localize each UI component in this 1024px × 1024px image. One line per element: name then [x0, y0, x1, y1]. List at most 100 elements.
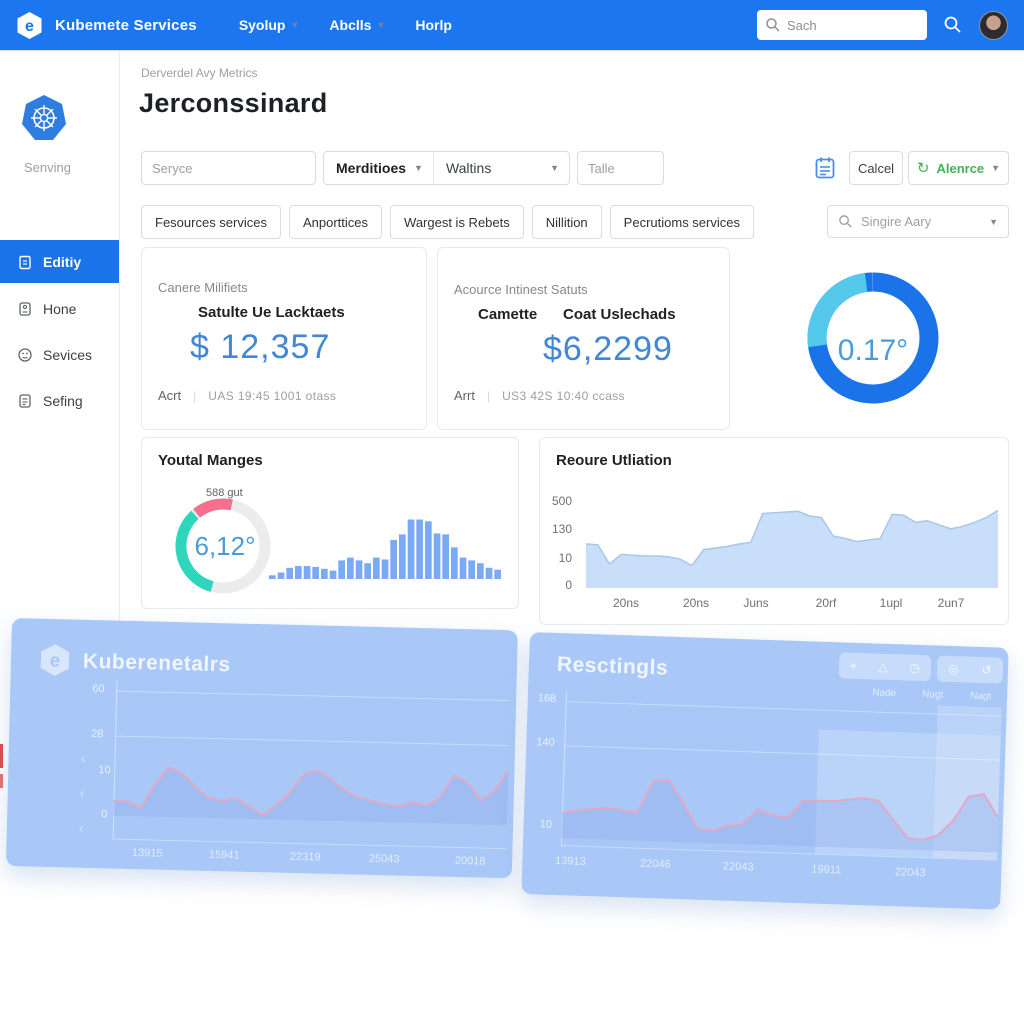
donut-card: 0.17°	[742, 247, 1009, 430]
x-tick: 1upl	[879, 596, 903, 610]
badge-icon	[19, 302, 31, 316]
y-tick: 60	[92, 682, 105, 696]
svg-text:e: e	[25, 18, 34, 35]
x-tick: 13913	[554, 854, 586, 868]
gauge-center-value: 6,12°	[194, 531, 256, 561]
nav-menu-horlp[interactable]: Horlp	[415, 17, 452, 33]
top-nav: e Kubemete Services Syolup ▼ Abclls ▼ Horl…	[0, 0, 1024, 51]
kubernetes-logo-icon	[22, 95, 66, 140]
section-title: Youtal Manges	[158, 452, 263, 469]
query-select-value: Singire Aary	[861, 214, 932, 229]
y-tick: 130	[551, 522, 572, 536]
footer-tag: Arrt	[454, 388, 475, 403]
brand-name: Kubemete Services	[55, 16, 197, 34]
chevron-icon: ‹	[78, 819, 84, 836]
overlay-panel-kuberenetalrs: e Kuberenetalrs ‹ ‹ ‹ 60 28 10 0 13915 1…	[5, 618, 518, 879]
condition-select[interactable]: Merditioes ▼ Waltins ▼	[323, 151, 570, 185]
sidebar-item-hone[interactable]: Hone	[0, 291, 119, 327]
card-value: $6,2299	[543, 330, 673, 368]
overlay-right-line-chart	[561, 778, 999, 853]
manges-gauge-chart	[175, 498, 271, 594]
triangle-icon: △	[878, 659, 889, 674]
x-tick: 25043	[368, 852, 400, 866]
chip-nillition[interactable]: Nillition	[531, 205, 602, 239]
x-tick: 20ns	[612, 596, 640, 610]
clock-icon: ◷	[909, 660, 921, 675]
chevron-down-icon: ▼	[290, 20, 300, 30]
nav-menu-syolup[interactable]: Syolup ▼	[238, 17, 300, 33]
card-footer: Arrt | US3 42S 10:40 ccass	[454, 388, 625, 403]
card-eyebrow: Canere Milifiets	[158, 280, 248, 295]
service-input[interactable]	[141, 151, 316, 185]
edge-marker	[0, 744, 3, 768]
chevron-down-icon: ▼	[550, 163, 559, 173]
card-eyebrow: Acource Intinest Satuts	[454, 282, 588, 297]
nav-menu: Syolup ▼ Abclls ▼ Horlp	[239, 17, 452, 33]
cancel-button[interactable]: Calcel	[849, 151, 903, 185]
avatar[interactable]	[979, 10, 1008, 40]
y-tick: 28	[91, 727, 104, 741]
sidebar-item-sevices[interactable]: Sevices	[0, 337, 119, 373]
overlay-toolbar-group: ◎ ↺	[936, 655, 1004, 684]
x-tick: 19911	[811, 863, 842, 877]
x-tick: 20rf	[815, 596, 837, 610]
clipboard-icon	[19, 255, 31, 269]
card-footer: Acrt | UAS 19:45 1001 otass	[158, 388, 336, 403]
query-select[interactable]: Singire Aary ▼	[827, 205, 1009, 238]
y-tick: 10	[98, 764, 111, 777]
face-icon	[18, 348, 32, 362]
footer-info: UAS 19:45 1001 otass	[208, 388, 337, 403]
condition-value: Waltins	[445, 160, 492, 176]
title-input[interactable]	[577, 151, 664, 185]
chip-wargest-is-rebets[interactable]: Wargest is Rebets	[390, 205, 524, 239]
nav-search-button[interactable]	[943, 15, 963, 35]
edge-marker	[0, 774, 3, 788]
overlay-title: Resctingls	[556, 652, 669, 680]
card-label: Camette	[478, 306, 538, 323]
sidebar-item-sefing[interactable]: Sefing	[0, 383, 119, 419]
sidebar-item-label: Sefing	[43, 393, 83, 409]
card-label: Coat Uslechads	[563, 306, 676, 323]
page-title: Jerconssinard	[139, 88, 328, 118]
card-value: $ 12,357	[190, 328, 331, 366]
nav-menu-abclls[interactable]: Abclls ▼	[329, 17, 386, 33]
search-icon	[944, 16, 961, 33]
breadcrumb: Derverdel Avy Metrics	[141, 66, 258, 80]
overlay-toolbar-group: ⌖ △ ◷	[838, 652, 932, 682]
refresh-icon: ↻	[916, 160, 930, 177]
footer-info: US3 42S 10:40 ccass	[502, 388, 626, 403]
donut-center-value: 0.17°	[837, 334, 909, 367]
sidebar-item-label: Sevices	[43, 347, 93, 363]
overlay-hexagon-icon: e	[40, 644, 70, 676]
gauge-top-label: 588 gut	[206, 487, 243, 499]
x-tick: 20018	[454, 854, 486, 868]
legend-label: Nade	[871, 687, 897, 700]
alert-button[interactable]: ↻ Alenrce ▼	[908, 151, 1009, 185]
target-icon: ◎	[948, 661, 960, 677]
manges-bar-chart	[269, 519, 501, 579]
chevron-icon: ‹	[80, 749, 86, 766]
chip-pecrutioms-services[interactable]: Pecrutioms services	[609, 205, 754, 239]
x-tick: 15941	[208, 848, 240, 862]
overlay-left-line-chart	[113, 766, 510, 826]
section-title: Reoure Utliation	[556, 452, 672, 469]
legend-label: Nagt	[969, 690, 992, 703]
chip-fesources-services[interactable]: Fesources services	[141, 205, 281, 239]
chevron-down-icon: ▼	[989, 216, 998, 227]
sidebar-item-editiy[interactable]: Editiy	[0, 240, 119, 283]
condition-label: Merditioes	[336, 160, 407, 176]
chevron-icon: ‹	[79, 784, 85, 801]
calendar-icon[interactable]	[814, 156, 836, 180]
nav-search-input[interactable]	[757, 10, 927, 40]
manges-card: Youtal Manges 588 gut 6,12°	[141, 437, 519, 609]
x-tick: 2un7	[937, 596, 965, 610]
y-tick: 500	[551, 494, 572, 508]
x-tick: 22046	[639, 857, 671, 871]
chip-anporttices[interactable]: Anporttices	[288, 205, 383, 239]
brand-hexagon-icon: e	[17, 11, 42, 39]
nav-search	[757, 10, 927, 40]
search-icon	[766, 18, 780, 32]
y-tick: 168	[537, 692, 557, 705]
stat-card-milifiets: Canere Milifiets Satulte Ue Lacktaets $ …	[141, 247, 427, 430]
divider: |	[193, 388, 197, 403]
